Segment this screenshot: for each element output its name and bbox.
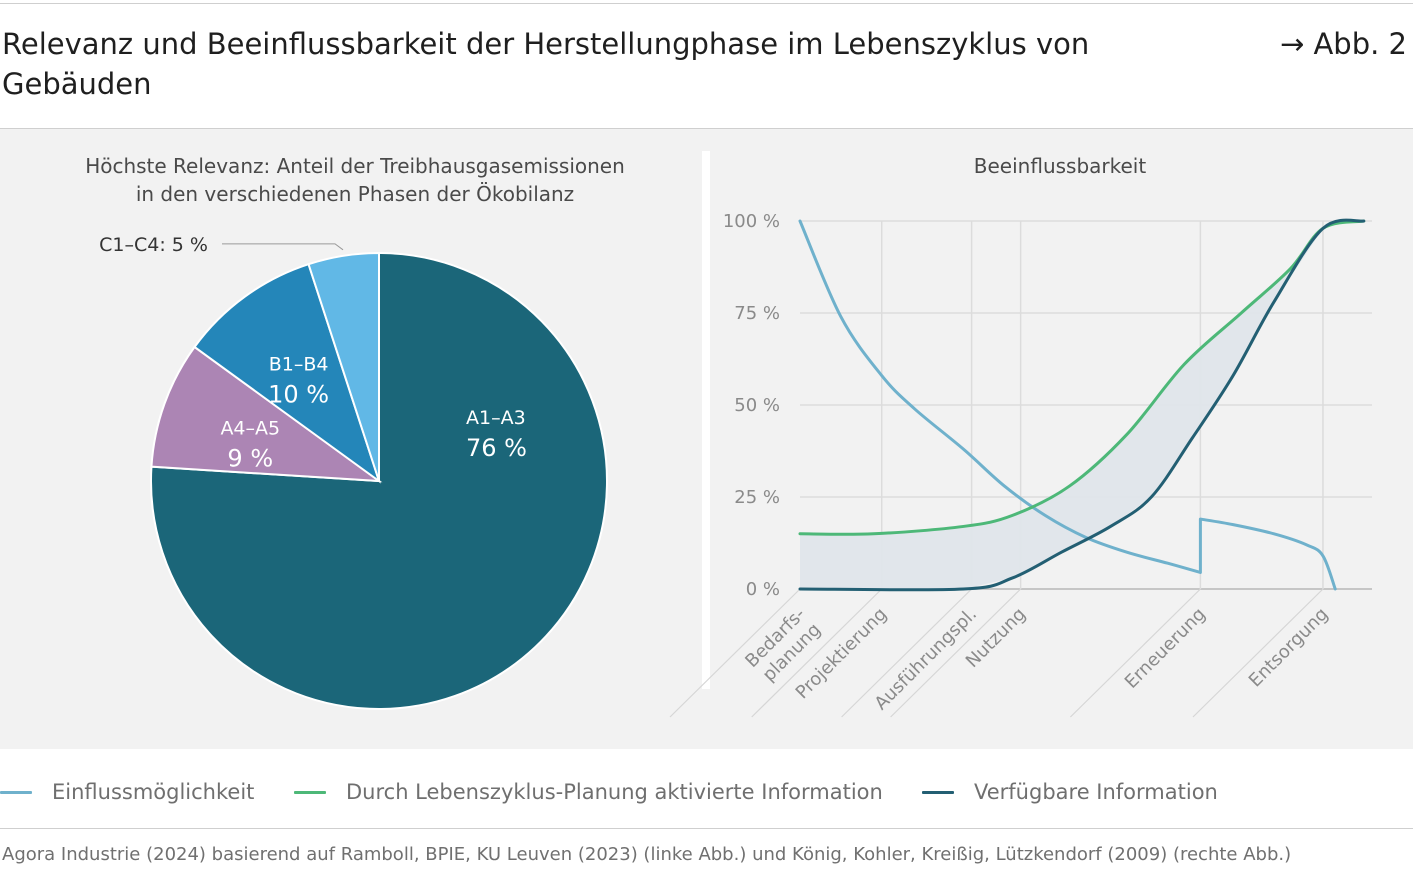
chart-panel: Höchste Relevanz: Anteil der Treibhausga… <box>0 128 1413 749</box>
figure-reference: → Abb. 2 <box>1279 27 1407 61</box>
line-slant-guide <box>1192 588 1324 718</box>
legend-item-aktiviert: Durch Lebenszyklus-Planung aktivierte In… <box>294 770 883 814</box>
pie-slice-a1a3 <box>150 251 608 710</box>
line-xtick: Entsorgung <box>1245 604 1333 692</box>
pie-slice-c1c4 <box>307 251 380 482</box>
line-xtick: Erneuerung <box>1121 604 1210 693</box>
pie-value-a1a3: 76 % <box>466 434 527 462</box>
line-slant-guide <box>841 588 973 718</box>
pie-label-b1b4: B1–B4 <box>269 353 329 375</box>
page-title: Relevanz und Beeinflussbarkeit der Herst… <box>2 27 1090 101</box>
line-slant-guide <box>669 588 801 718</box>
line-slant-guide <box>751 588 883 718</box>
line-ytick: 50 % <box>734 395 780 416</box>
bottom-rule <box>0 828 1413 829</box>
top-rule <box>0 3 1413 4</box>
pie-title-line: Höchste Relevanz: Anteil der Treibhausga… <box>85 154 625 178</box>
pie-title-line: in den verschiedenen Phasen der Ökobilan… <box>136 182 574 206</box>
line-xtick-line: Erneuerung <box>1121 604 1210 693</box>
legend-swatch-verfuegbar <box>922 790 954 794</box>
line-ytick: 75 % <box>734 303 780 324</box>
pie-label-c1c4: C1–C4: 5 % <box>99 234 208 256</box>
line-title: Beeinflussbarkeit <box>974 154 1147 178</box>
legend-label-verfuegbar: Verfügbare Information <box>974 780 1218 804</box>
pie-slice-a4a5 <box>150 345 383 483</box>
pie-value-b1b4: 10 % <box>268 380 329 408</box>
line-series-verfuegbar <box>798 218 1366 592</box>
line-ytick: 0 % <box>746 579 780 600</box>
legend-label-einfluss: Einflussmöglichkeit <box>52 780 255 804</box>
line-ytick: 100 % <box>723 211 780 232</box>
legend-label-aktiviert: Durch Lebenszyklus-Planung aktivierte In… <box>346 780 883 804</box>
pie-value-a4a5: 9 % <box>227 445 273 473</box>
legend-item-verfuegbar: Verfügbare Information <box>922 770 1218 814</box>
legend-swatch-einfluss <box>0 790 32 794</box>
line-slant-guide <box>1069 588 1201 718</box>
line-xtick-line: Entsorgung <box>1245 604 1333 692</box>
pie-label-a4a5: A4–A5 <box>220 418 280 440</box>
legend-swatch-aktiviert <box>294 790 326 794</box>
charts-svg: Höchste Relevanz: Anteil der Treibhausga… <box>85 151 1372 718</box>
line-series-einfluss <box>798 219 1337 591</box>
pie-label-a1a3: A1–A3 <box>466 407 526 429</box>
legend-item-einfluss: Einflussmöglichkeit <box>0 770 254 814</box>
line-band <box>800 221 1364 589</box>
pie-title: Höchste Relevanz: Anteil der Treibhausga… <box>85 154 625 206</box>
line-chart-legend: Einflussmöglichkeit Durch Lebenszyklus-P… <box>0 770 1413 814</box>
pie-slice-b1b4 <box>193 262 381 484</box>
pie-leader-c1c4 <box>222 243 344 251</box>
line-series-aktiviert <box>798 219 1366 536</box>
line-ytick: 25 % <box>734 487 780 508</box>
line-slant-guide <box>890 588 1022 718</box>
source-note: Agora Industrie (2024) basierend auf Ram… <box>2 844 1292 865</box>
